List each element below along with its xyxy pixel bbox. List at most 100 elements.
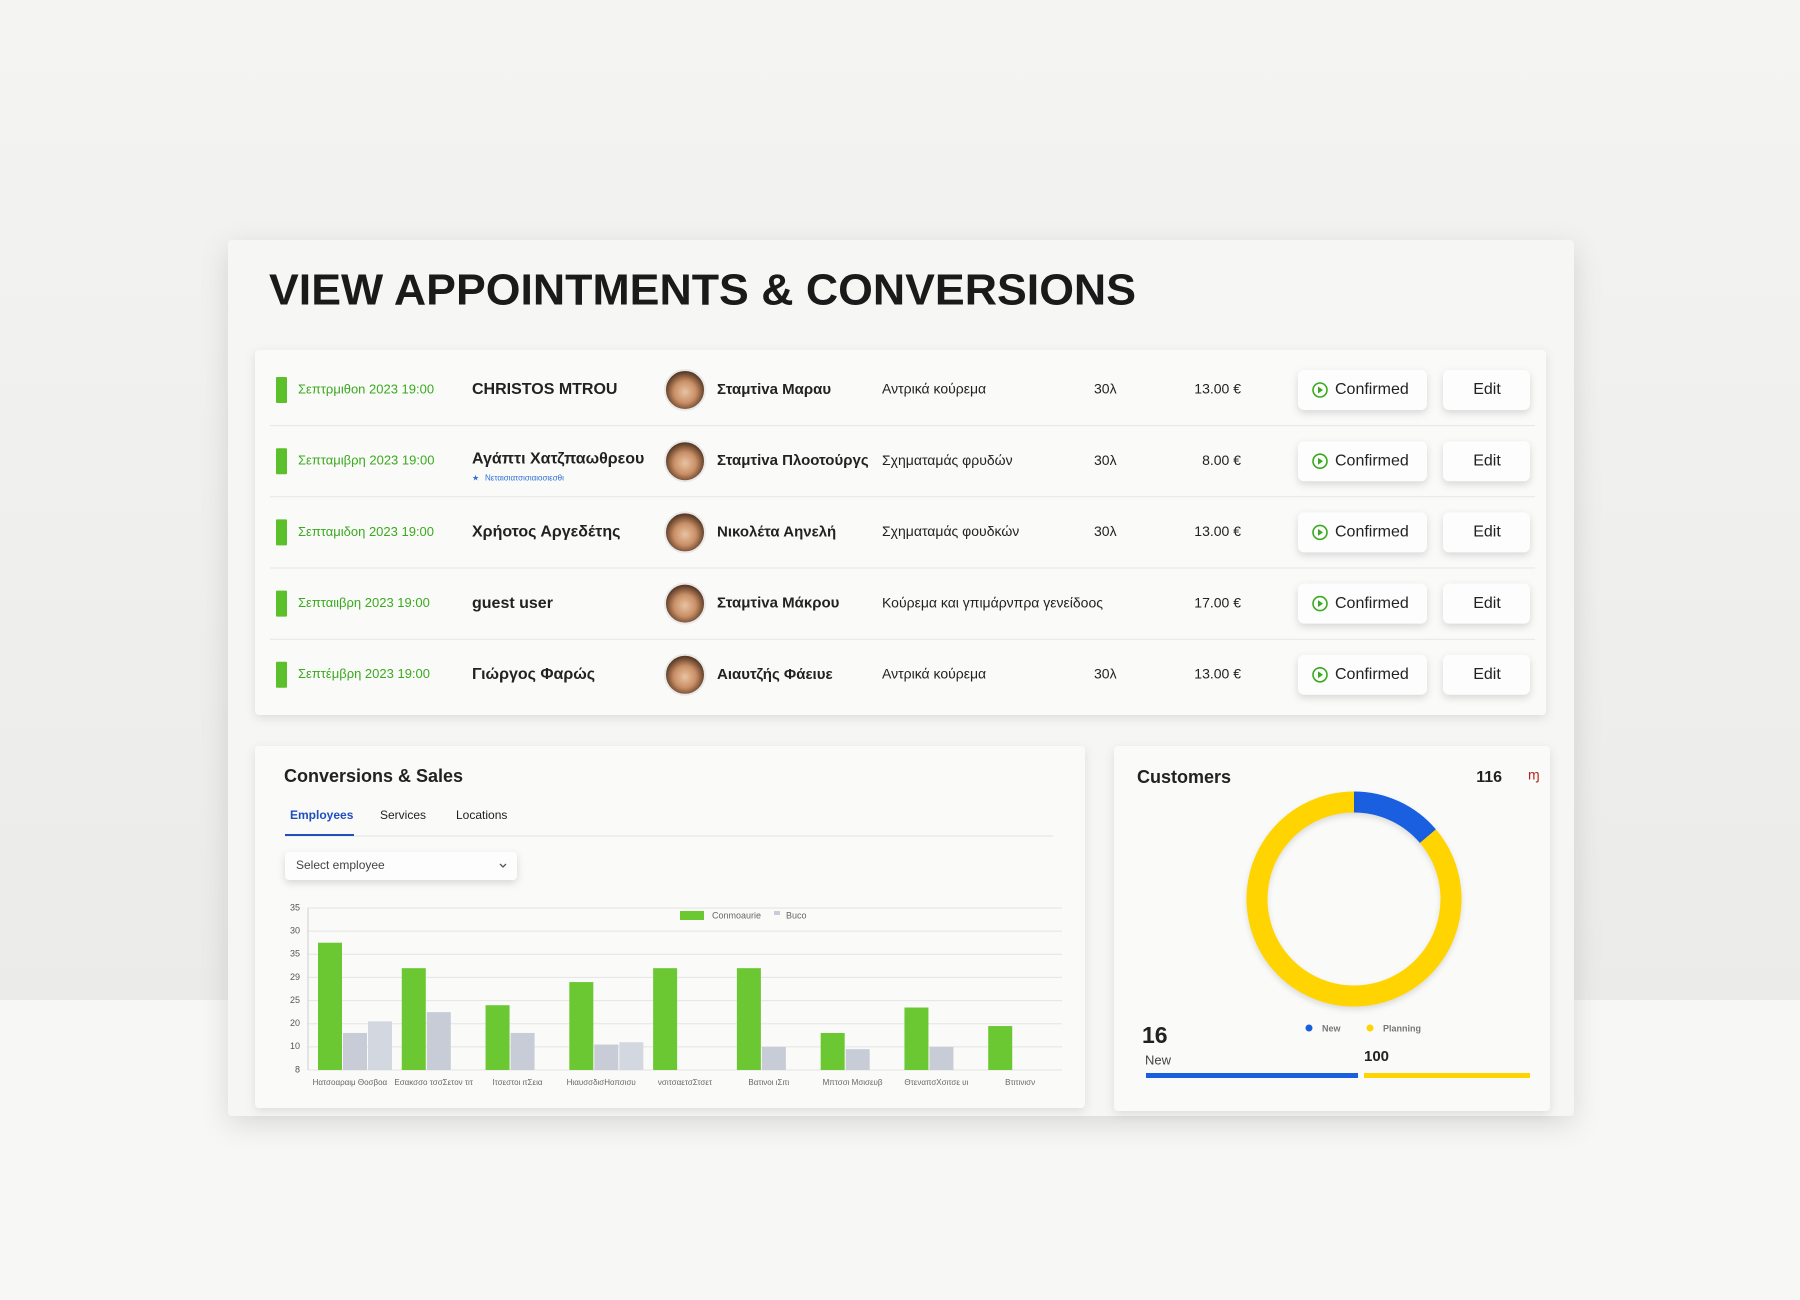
status-icon: [1312, 453, 1328, 470]
bar: [368, 1021, 392, 1070]
edit-label: Edit: [1473, 381, 1501, 398]
legend-swatch: [680, 911, 704, 920]
status-indicator: [276, 519, 287, 546]
planning-progress: [1364, 1073, 1530, 1078]
status-indicator: [276, 448, 287, 475]
tab[interactable]: Services: [380, 808, 426, 822]
bar: [820, 1032, 845, 1070]
employee-name: Σταμτiva Μάκρου: [717, 595, 840, 612]
avatar: [664, 582, 706, 625]
status-icon-play: [1318, 457, 1323, 465]
bar: [904, 1007, 929, 1070]
donut-segment: [1246, 791, 1462, 1007]
x-tick-label: ΗιαυσσδισΗοπσισυ: [567, 1078, 636, 1087]
status-icon: [1312, 382, 1328, 398]
legend-dot: [1366, 1024, 1374, 1032]
price: 13.00 €: [1194, 381, 1241, 397]
avatar: [664, 369, 706, 411]
price: 17.00 €: [1194, 594, 1241, 610]
appointment-date: Σεπτέμβρη 2023 19:00: [298, 666, 430, 681]
edit-button[interactable]: [1443, 370, 1530, 410]
bar: [988, 1026, 1013, 1070]
bar: [594, 1044, 619, 1070]
status-button[interactable]: [1298, 370, 1427, 410]
service: Αντρικά κούρεμα: [882, 666, 986, 682]
bar: [318, 942, 342, 1070]
status-label: Confirmed: [1335, 666, 1409, 683]
appointment-date: Σεπτρμιθοn 2023 19:00: [298, 381, 434, 396]
edit-label: Edit: [1473, 524, 1501, 541]
status-icon-play: [1318, 386, 1323, 394]
donut-segment: [1353, 791, 1436, 844]
customer-name: Αγάπτι Χατζπαωθρεου: [472, 450, 644, 467]
new-label: New: [1145, 1052, 1172, 1067]
status-icon: [1312, 666, 1328, 683]
x-tick-label: νσιτσαετσΣτσετ: [658, 1078, 713, 1087]
edit-button[interactable]: [1443, 654, 1530, 695]
employee-name: Νικολέτα Αηνελή: [717, 523, 836, 540]
edit-label: Edit: [1473, 595, 1501, 612]
service: Κούρεμα και γπιμάρνπρα γενείδοος: [882, 594, 1103, 610]
customer-name: Γιώργος Φαρώς: [472, 666, 595, 683]
status-label: Confirmed: [1335, 452, 1409, 469]
bar: [510, 1032, 535, 1070]
status-label: Confirmed: [1335, 595, 1409, 612]
page-title: VIEW APPOINTMENTS & CONVERSIONS: [269, 266, 1136, 315]
card-title: Customers: [1137, 767, 1231, 787]
bar: [401, 968, 426, 1070]
appointment-date: Σεπταμιβρη 2023 19:00: [298, 453, 434, 468]
y-tick-label: 30: [290, 926, 300, 936]
edit-label: Edit: [1473, 666, 1501, 683]
new-progress: [1146, 1073, 1358, 1078]
bar: [485, 1005, 510, 1070]
bar: [736, 968, 761, 1070]
edit-label: Edit: [1473, 452, 1501, 469]
bar: [929, 1046, 954, 1070]
y-tick-label: 35: [290, 902, 300, 912]
card-title: Conversions & Sales: [284, 766, 463, 786]
x-tick-label: Εσακσσο τσσΣετον τιτ: [394, 1078, 473, 1087]
bar: [426, 1012, 451, 1070]
avatar: [664, 653, 706, 696]
customer-name: Χρήοτος Αργεδέτης: [472, 524, 620, 541]
status-icon: [1312, 524, 1328, 541]
status-icon-play: [1318, 528, 1323, 536]
avatar: [664, 440, 706, 483]
legend-swatch: [774, 911, 780, 915]
y-tick-label: 25: [290, 995, 300, 1005]
appointment-date: Σεπταιιβρη 2023 19:00: [298, 595, 430, 610]
status-button[interactable]: [1298, 441, 1427, 482]
x-tick-label: Ιτσεστοι ιτΣεια: [492, 1078, 542, 1087]
total-count: 116: [1476, 769, 1502, 786]
legend-dot: [1305, 1024, 1313, 1032]
y-tick-label: 20: [290, 1018, 300, 1028]
tab[interactable]: Locations: [456, 808, 507, 822]
select-label: Select employee: [296, 858, 385, 872]
planning-count: 100: [1364, 1048, 1389, 1065]
status-label: Confirmed: [1335, 524, 1409, 541]
status-indicator: [276, 377, 287, 403]
legend-label: New: [1322, 1023, 1342, 1033]
status-button[interactable]: [1298, 654, 1427, 695]
employee-name: Σταμτiva Πλοοτούργς: [717, 452, 869, 469]
tab[interactable]: Employees: [290, 808, 354, 822]
legend-label: Conmoaurie: [712, 910, 761, 920]
status-button[interactable]: [1298, 512, 1427, 553]
edit-button[interactable]: [1443, 512, 1530, 553]
price: 13.00 €: [1194, 523, 1241, 539]
status-button[interactable]: [1298, 583, 1427, 624]
chevron: [499, 863, 507, 868]
edit-button[interactable]: [1443, 583, 1530, 624]
service: Σχηματαμάς φουδκών: [882, 523, 1019, 539]
status-icon-play: [1318, 671, 1323, 679]
status-indicator: [276, 661, 287, 688]
select-box[interactable]: [285, 852, 517, 880]
appointments-card: [255, 350, 1546, 715]
appointment-date: Σεπταμιδοη 2023 19:00: [298, 524, 434, 539]
edit-button[interactable]: [1443, 441, 1530, 482]
note-star: ★: [472, 473, 479, 482]
new-count: 16: [1142, 1022, 1168, 1048]
status-label: Confirmed: [1335, 381, 1409, 398]
customer-name: CHRISTOS MTROU: [472, 381, 617, 398]
